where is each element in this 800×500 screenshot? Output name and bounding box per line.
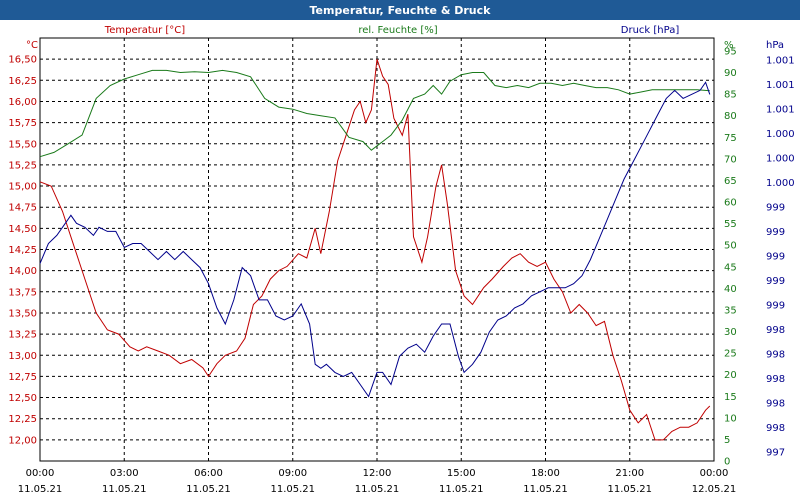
humidity-tick-label: 75 (724, 133, 737, 144)
temp-tick-label: 15,75 (8, 118, 37, 129)
pressure-tick-label: 999 (766, 203, 785, 214)
series-layer (39, 59, 711, 441)
temp-tick-label: 14,50 (8, 224, 37, 235)
x-tick-date: 11.05.21 (523, 484, 568, 495)
x-tick-date: 11.05.21 (439, 484, 484, 495)
pressure-unit-label: hPa (766, 40, 784, 51)
pressure-tick-label: 998 (766, 374, 785, 385)
temp-tick-label: 15,50 (8, 139, 37, 150)
temp-tick-label: 14,75 (8, 203, 37, 214)
x-tick-time: 00:00 (26, 468, 55, 479)
humidity-tick-label: 70 (724, 154, 737, 165)
x-tick-time: 03:00 (110, 468, 139, 479)
pressure-tick-label: 999 (766, 252, 785, 263)
humidity-tick-label: 25 (724, 349, 737, 360)
x-tick-time: 06:00 (194, 468, 223, 479)
series-line-pressure (39, 81, 711, 398)
temp-tick-label: 12,50 (8, 393, 37, 404)
x-tick-time: 09:00 (278, 468, 307, 479)
pressure-tick-label: 997 (766, 448, 785, 459)
x-tick-time: 21:00 (615, 468, 644, 479)
temp-unit-label: °C (26, 40, 38, 51)
humidity-tick-label: 10 (724, 413, 737, 424)
humidity-tick-label: 90 (724, 68, 737, 79)
x-tick-date: 11.05.21 (270, 484, 315, 495)
pressure-tick-label: 999 (766, 227, 785, 238)
temp-tick-label: 12,00 (8, 435, 37, 446)
humidity-tick-label: 35 (724, 305, 737, 316)
humidity-tick-label: 20 (724, 370, 737, 381)
humidity-tick-label: 40 (724, 284, 737, 295)
humidity-tick-label: 95 (724, 46, 737, 57)
temp-tick-label: 14,00 (8, 266, 37, 277)
chart-title: Temperatur, Feuchte & Druck (0, 0, 800, 20)
pressure-tick-label: 998 (766, 325, 785, 336)
axes: 16,50 16,25 16,00 15,75 15,50 15,25 15,00 14,75… (8, 40, 794, 495)
temp-tick-label: 16,50 (8, 55, 37, 66)
x-tick-date: 11.05.21 (186, 484, 231, 495)
humidity-tick-label: 45 (724, 262, 737, 273)
temp-tick-label: 12,25 (8, 414, 37, 425)
pressure-tick-label: 1.000 (766, 178, 795, 189)
humidity-tick-label: 55 (724, 219, 737, 230)
temp-tick-label: 13,00 (8, 351, 37, 362)
pressure-tick-label: 1.001 (766, 105, 795, 116)
legend: Temperatur [°C] rel. Feuchte [%] Druck [hP… (104, 25, 680, 36)
x-tick-time: 18:00 (531, 468, 560, 479)
humidity-unit-label: % (724, 40, 734, 51)
temp-tick-label: 14,25 (8, 245, 37, 256)
temp-tick-label: 13,50 (8, 308, 37, 319)
humidity-tick-label: 80 (724, 111, 737, 122)
humidity-tick-label: 5 (724, 435, 730, 446)
legend-entry: Temperatur [°C] (104, 25, 185, 36)
temp-tick-label: 16,25 (8, 76, 37, 87)
x-tick-date: 11.05.21 (355, 484, 400, 495)
pressure-tick-label: 999 (766, 301, 785, 312)
pressure-tick-label: 1.000 (766, 154, 795, 165)
x-tick-date: 11.05.21 (102, 484, 147, 495)
pressure-tick-label: 998 (766, 423, 785, 434)
humidity-tick-label: 30 (724, 327, 737, 338)
temp-tick-label: 12,75 (8, 372, 37, 383)
temp-tick-label: 13,25 (8, 330, 37, 341)
humidity-tick-label: 15 (724, 392, 737, 403)
legend-entry: rel. Feuchte [%] (358, 25, 437, 36)
pressure-tick-label: 998 (766, 350, 785, 361)
pressure-tick-label: 1.001 (766, 56, 795, 67)
humidity-tick-label: 85 (724, 90, 737, 101)
temp-tick-label: 15,25 (8, 160, 37, 171)
pressure-tick-label: 1.000 (766, 129, 795, 140)
x-tick-time: 12:00 (363, 468, 392, 479)
series-line-humidity (39, 69, 710, 158)
legend-entry: Druck [hPa] (621, 25, 680, 36)
humidity-tick-label: 65 (724, 176, 737, 187)
temp-tick-label: 15,00 (8, 182, 37, 193)
x-tick-time: 00:00 (700, 468, 729, 479)
temp-tick-label: 16,00 (8, 97, 37, 108)
humidity-tick-label: 0 (724, 457, 730, 468)
pressure-tick-label: 999 (766, 276, 785, 287)
temp-tick-label: 13,75 (8, 287, 37, 298)
humidity-tick-label: 50 (724, 241, 737, 252)
pressure-tick-label: 1.001 (766, 80, 795, 91)
humidity-tick-label: 60 (724, 198, 737, 209)
x-tick-date: 12.05.21 (692, 484, 737, 495)
grid (39, 37, 715, 462)
x-tick-date: 11.05.21 (607, 484, 652, 495)
series-line-temperature (39, 59, 711, 441)
pressure-tick-label: 998 (766, 399, 785, 410)
x-tick-date: 11.05.21 (18, 484, 63, 495)
x-tick-time: 15:00 (447, 468, 476, 479)
